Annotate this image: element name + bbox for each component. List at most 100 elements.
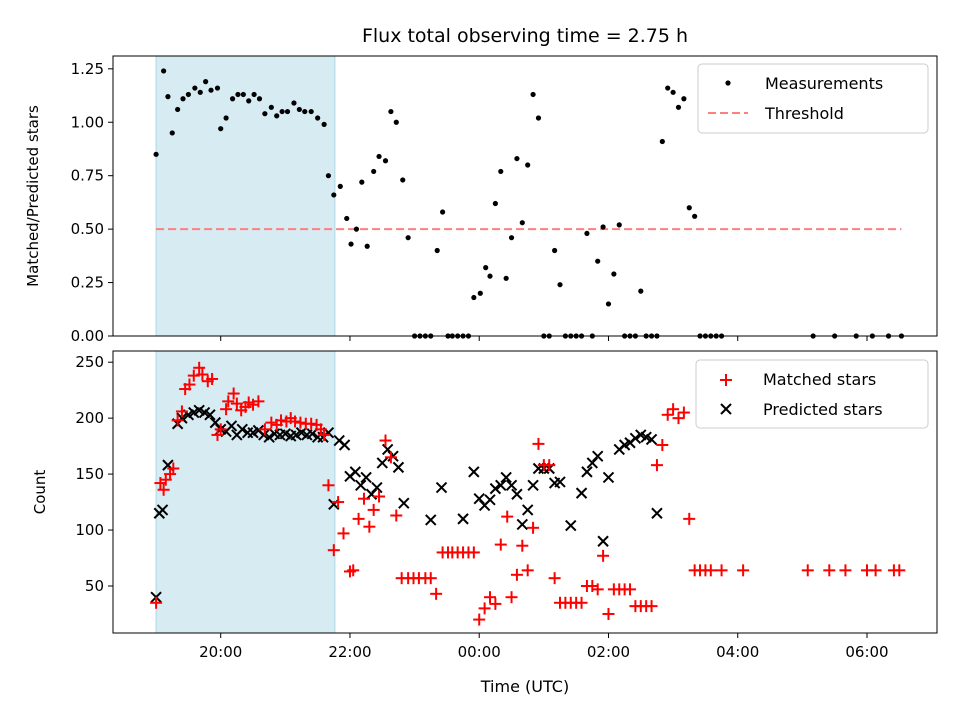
predicted-star-point — [457, 513, 469, 525]
measurement-point — [218, 126, 224, 132]
matched-star-point — [624, 583, 637, 596]
measurement-point — [185, 91, 191, 98]
x-tick-label: 02:00 — [587, 643, 630, 661]
measurement-point — [686, 205, 692, 211]
measurement-point — [348, 241, 354, 247]
matched-star-point — [373, 490, 386, 503]
matched-star-point — [667, 403, 680, 416]
measurement-point — [400, 177, 406, 183]
top-y-axis-label: Matched/Predicted stars — [24, 105, 42, 287]
matched-star-point — [352, 512, 365, 525]
matched-star-point — [893, 564, 906, 577]
x-axis-label: Time (UTC) — [480, 677, 569, 696]
measurement-point — [388, 108, 394, 115]
predicted-star-point — [505, 479, 518, 491]
measurement-point — [302, 108, 308, 115]
measurement-point — [393, 119, 399, 125]
measurement-point — [600, 224, 606, 230]
matched-star-point — [337, 527, 350, 540]
measurement-point — [525, 162, 531, 168]
matched-star-point — [823, 564, 836, 577]
measurement-point — [268, 104, 274, 110]
predicted-star-point — [435, 481, 448, 494]
measurement-point — [659, 138, 665, 145]
matched-star-point — [801, 564, 814, 577]
measurement-point — [192, 85, 198, 91]
predicted-star-point — [338, 439, 351, 451]
measurement-point — [492, 200, 498, 207]
bottom-y-tick-label: 100 — [75, 521, 104, 539]
predicted-star-point — [602, 471, 615, 484]
predicted-star-point — [591, 450, 604, 462]
top-y-tick-label: 0.75 — [71, 167, 104, 185]
matched-star-point — [715, 564, 728, 577]
top-shaded-span — [155, 55, 336, 337]
predicted-star-point — [468, 466, 480, 478]
measurement-point — [308, 108, 314, 115]
predicted-star-point — [511, 488, 523, 500]
matched-star-point — [220, 403, 233, 416]
measurement-point — [169, 130, 175, 136]
measurement-point — [353, 226, 360, 232]
measurement-point — [284, 108, 291, 115]
matched-star-point — [737, 564, 750, 577]
matched-star-point — [467, 546, 480, 559]
measurement-point — [530, 91, 536, 98]
top-y-tick-label: 0.25 — [71, 274, 104, 292]
measurement-point — [508, 235, 515, 241]
matched-star-point — [527, 521, 540, 534]
predicted-star-point — [651, 507, 663, 519]
matched-star-point — [543, 459, 556, 472]
top-y-tick-label: 0.00 — [71, 327, 104, 345]
legend-threshold-label: Threshold — [764, 104, 844, 123]
predicted-star-point — [371, 481, 383, 494]
measurement-point — [364, 243, 370, 249]
matched-star-point — [494, 538, 507, 551]
predicted-star-point — [484, 494, 496, 506]
measurement-point — [331, 192, 337, 198]
matched-star-point — [357, 492, 370, 505]
top-panel: 0.00 0.25 0.50 0.75 1.00 1.25 Matched/Predict… — [24, 55, 938, 345]
matched-star-point — [532, 437, 545, 450]
measurement-point — [229, 96, 236, 102]
predicted-star-point — [425, 514, 437, 526]
x-tick-label: 00:00 — [458, 643, 501, 661]
top-y-tick-label: 1.25 — [71, 60, 104, 78]
legend-predicted-marker — [720, 403, 732, 415]
measurement-point — [471, 294, 477, 301]
predicted-star-point — [387, 450, 399, 462]
matched-star-point — [683, 512, 696, 525]
predicted-star-point — [236, 423, 248, 436]
measurement-point — [681, 96, 687, 102]
measurement-point — [616, 222, 622, 228]
measurement-point — [477, 290, 483, 296]
measurement-point — [382, 158, 389, 164]
predicted-star-point — [392, 461, 405, 474]
x-tick-label: 20:00 — [199, 643, 242, 661]
predicted-star-point — [349, 466, 362, 478]
predicted-star-point — [565, 519, 577, 532]
legend-predicted-label: Predicted stars — [763, 400, 883, 419]
measurement-point — [246, 98, 252, 104]
matched-star-point — [430, 587, 443, 600]
matched-star-point — [677, 406, 690, 419]
predicted-star-point — [398, 497, 410, 509]
matched-star-point — [661, 408, 674, 421]
x-tick-label: 06:00 — [845, 643, 888, 661]
measurement-point — [197, 89, 203, 95]
matched-star-point — [275, 414, 288, 427]
matched-star-point — [597, 549, 610, 562]
matched-star-point — [305, 417, 318, 430]
matched-star-point — [645, 600, 658, 613]
measurement-point — [337, 183, 343, 189]
measurement-point — [519, 220, 525, 226]
measurement-point — [180, 96, 186, 102]
measurement-point — [638, 288, 644, 294]
matched-star-point — [505, 591, 518, 604]
legend-matched-label: Matched stars — [763, 370, 876, 389]
predicted-star-point — [629, 432, 642, 444]
matched-star-point — [318, 428, 331, 441]
measurement-point — [611, 271, 617, 277]
measurement-point — [223, 115, 229, 121]
